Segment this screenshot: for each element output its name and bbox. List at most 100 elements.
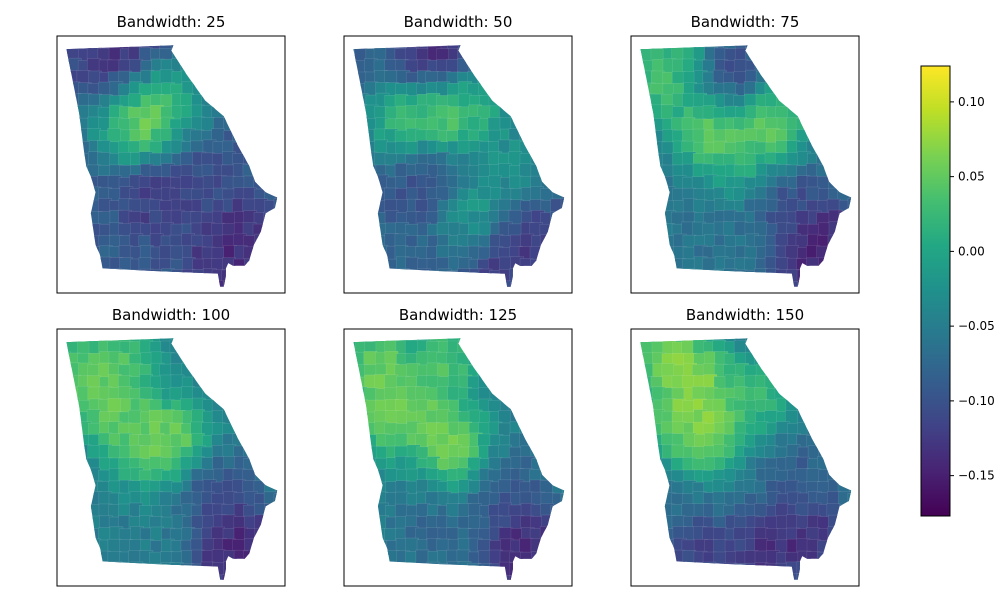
county-cell xyxy=(264,516,278,533)
county-cell xyxy=(353,549,368,565)
county-cell xyxy=(254,338,268,345)
panel-title: Bandwidth: 25 xyxy=(117,13,226,31)
county-cell xyxy=(529,139,544,156)
county-cell xyxy=(848,141,852,157)
county-cell xyxy=(550,223,564,240)
county-cell xyxy=(353,434,357,451)
county-cell xyxy=(353,247,368,263)
county-cell xyxy=(253,375,268,392)
county-cell xyxy=(797,106,811,122)
county-cell xyxy=(253,538,268,554)
county-cell xyxy=(652,257,666,273)
county-cell xyxy=(78,550,93,567)
county-cell xyxy=(66,269,70,285)
county-cell xyxy=(222,82,237,98)
county-cell xyxy=(498,375,512,391)
county-cell xyxy=(426,561,441,578)
county-cell xyxy=(363,538,378,554)
county-cell xyxy=(541,246,555,263)
county-cell xyxy=(641,188,656,204)
county-cell xyxy=(642,152,656,168)
county-cell xyxy=(477,338,492,345)
county-cell xyxy=(253,456,267,472)
county-cell xyxy=(838,257,852,273)
county-cell xyxy=(68,338,82,343)
county-cell xyxy=(87,538,101,554)
county-cell xyxy=(806,575,821,580)
county-cell xyxy=(233,351,248,368)
county-cell xyxy=(786,363,801,379)
county-cell xyxy=(66,538,80,555)
county-cell xyxy=(254,69,268,85)
county-cell xyxy=(640,92,646,109)
county-cell xyxy=(364,210,379,227)
county-cell xyxy=(754,45,769,52)
county-cell xyxy=(353,165,357,181)
county-cell xyxy=(477,282,492,287)
county-cell xyxy=(672,282,686,287)
county-cell xyxy=(550,69,565,85)
county-cell xyxy=(66,446,71,462)
county-cell xyxy=(108,574,123,580)
county-cell xyxy=(66,469,81,486)
county-cell xyxy=(468,350,482,367)
county-cell xyxy=(562,187,565,203)
county-cell xyxy=(641,514,656,530)
county-cell xyxy=(353,211,358,227)
county-cell xyxy=(551,411,565,427)
county-cell xyxy=(641,139,655,155)
county-cell xyxy=(827,164,841,180)
county-cell xyxy=(129,561,144,577)
county-cell xyxy=(640,245,644,261)
county-cell xyxy=(265,468,278,484)
county-cell xyxy=(650,538,665,554)
county-cell xyxy=(253,60,267,76)
county-cell xyxy=(641,234,655,250)
county-cell xyxy=(234,69,248,86)
county-cell xyxy=(253,387,268,403)
county-cell xyxy=(540,339,555,355)
county-cell xyxy=(540,81,554,98)
county-cell xyxy=(806,341,821,357)
county-cell xyxy=(180,340,195,356)
county-cell xyxy=(807,362,822,379)
county-cell xyxy=(254,432,269,449)
county-cell xyxy=(828,93,843,109)
county-cell xyxy=(650,549,665,566)
county-cell xyxy=(797,83,812,99)
county-cell xyxy=(561,45,565,51)
county-cell xyxy=(531,338,545,345)
county-cell xyxy=(86,467,101,483)
county-cell xyxy=(264,94,278,110)
georgia-map xyxy=(353,338,565,580)
county-cell xyxy=(733,281,748,287)
county-cell xyxy=(550,516,565,533)
county-cell xyxy=(519,71,534,88)
county-cell xyxy=(827,421,842,437)
county-cell xyxy=(640,338,645,345)
county-cell xyxy=(816,551,831,568)
county-cell xyxy=(353,386,357,403)
county-cell xyxy=(498,57,513,74)
county-cell xyxy=(274,81,278,98)
county-cell xyxy=(549,550,564,566)
county-cell xyxy=(551,269,565,285)
county-cell xyxy=(76,211,91,227)
county-cell xyxy=(541,351,556,367)
county-cell xyxy=(549,128,564,144)
county-cell xyxy=(541,269,556,285)
county-cell xyxy=(354,422,369,438)
county-cell xyxy=(786,352,800,368)
county-cell xyxy=(531,420,545,437)
county-cell xyxy=(353,153,358,170)
county-cell xyxy=(640,399,644,415)
county-cell xyxy=(353,549,359,566)
county-cell xyxy=(488,46,503,62)
county-cell xyxy=(641,445,656,461)
county-cell xyxy=(353,140,358,157)
county-cell xyxy=(661,551,675,567)
county-cell xyxy=(265,421,278,438)
county-cell xyxy=(837,234,852,251)
county-cell xyxy=(263,269,278,286)
county-cell xyxy=(549,211,564,227)
